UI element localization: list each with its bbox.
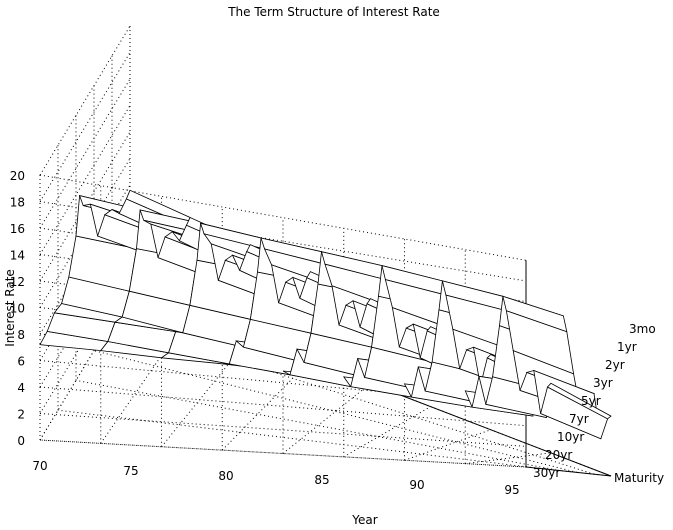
grid-line — [465, 452, 551, 465]
grid-line — [39, 360, 527, 406]
x-tick-label: 90 — [409, 478, 424, 492]
grid-line — [404, 429, 491, 461]
z-tick-label: 6 — [17, 355, 25, 369]
y-tick-label: 30yr — [533, 466, 560, 480]
z-tick-label: 8 — [17, 328, 25, 342]
y-tick-label: 3mo — [629, 322, 656, 336]
y-tick-label: 5yr — [581, 394, 601, 408]
y-tick-label: 20yr — [545, 448, 572, 462]
z-tick-label: 10 — [10, 302, 25, 316]
grid-line — [282, 383, 371, 454]
y-tick-label: 3yr — [593, 376, 613, 390]
z-tick-label: 16 — [10, 222, 25, 236]
y-axis-label: Maturity — [614, 471, 664, 485]
grid-line — [111, 320, 595, 475]
x-tick-label: 80 — [218, 469, 233, 483]
y-tick-labels: 3mo 1yr 2yr 3yr 5yr 7yr 10yr 20yr 30yr — [533, 322, 656, 480]
surface-mesh — [39, 189, 612, 440]
z-tick-label: 0 — [17, 434, 25, 448]
z-tick-label: 18 — [10, 196, 25, 210]
z-tick-labels: 0 2 4 6 8 10 12 14 16 18 20 — [10, 169, 25, 448]
y-tick-label: 2yr — [605, 358, 625, 372]
x-tick-label: 75 — [123, 464, 138, 478]
z-axis-label: Interest Rate — [3, 269, 17, 347]
x-axis-label: Year — [351, 513, 377, 527]
z-tick-label: 4 — [17, 381, 25, 395]
surface-cell — [546, 382, 612, 420]
z-tick-label: 14 — [10, 249, 25, 263]
z-tick-label: 20 — [10, 169, 25, 183]
z-tick-label: 2 — [17, 408, 25, 422]
y-tick-label: 1yr — [617, 340, 637, 354]
x-tick-labels: 70 75 80 85 90 95 — [32, 459, 519, 497]
x-tick-label: 95 — [504, 483, 519, 497]
chart-title: The Term Structure of Interest Rate — [227, 5, 440, 19]
x-tick-label: 85 — [314, 473, 329, 487]
grid-line — [343, 406, 431, 458]
y-tick-label: 7yr — [569, 412, 589, 426]
z-tick-label: 12 — [10, 275, 25, 289]
y-tick-label: 10yr — [557, 430, 584, 444]
grid-line — [57, 409, 544, 470]
x-tick-label: 70 — [32, 459, 47, 473]
x-axis-line — [525, 466, 612, 477]
